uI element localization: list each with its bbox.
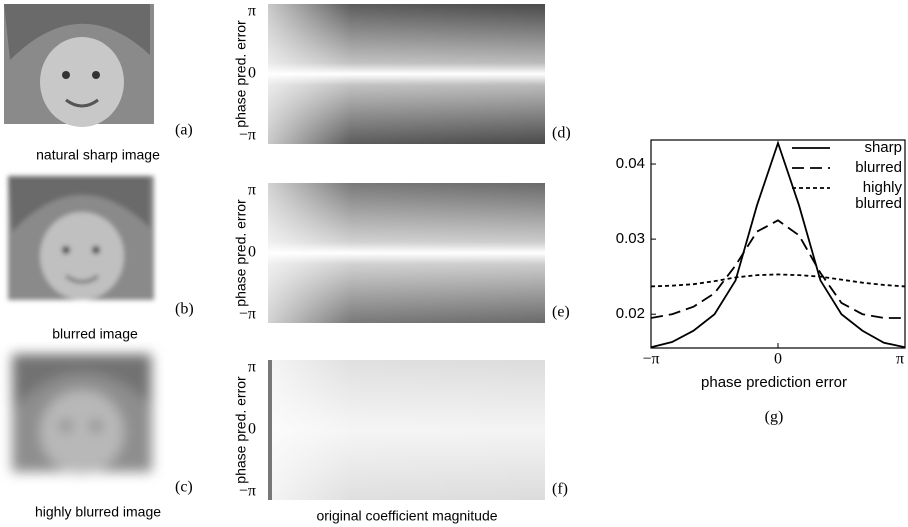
y-tick-label: −π: [239, 127, 256, 144]
legend-label: blurred: [855, 159, 902, 176]
y-axis-label: phase pred. error: [233, 199, 249, 307]
legend-swatch: [792, 147, 830, 149]
y-tick-label: 0: [248, 65, 256, 82]
photo: [4, 4, 154, 127]
heatmap-shade: [268, 4, 545, 144]
heatmap-shade: [268, 183, 545, 323]
x-axis-label: original coefficient magnitude: [316, 508, 497, 524]
caption: highly blurred image: [35, 504, 161, 520]
x-tick-label: 0: [774, 351, 782, 368]
caption: natural sharp image: [36, 147, 160, 163]
panel-letter: (d): [552, 125, 571, 142]
y-tick-label: −π: [239, 306, 256, 323]
panel-letter: (c): [175, 479, 193, 496]
panel-letter: (g): [765, 409, 784, 426]
line: [650, 219, 905, 319]
y-tick-label: 0: [248, 421, 256, 438]
y-tick-label: 0: [248, 244, 256, 261]
y-tick-label: 0.02: [616, 305, 645, 322]
y-tick-label: −π: [239, 483, 256, 500]
y-tick-label: π: [248, 359, 256, 376]
panel-letter: (f): [552, 481, 568, 498]
legend-entry: sharp: [790, 140, 902, 156]
legend-entry: highly blurred: [790, 180, 902, 212]
legend: sharp blurred highly blurred: [790, 140, 902, 216]
panel-letter: (e): [552, 304, 570, 321]
y-axis-label: phase pred. error: [233, 376, 249, 484]
caption: blurred image: [52, 326, 138, 342]
line: [651, 273, 906, 288]
heatmap-shade: [268, 360, 545, 500]
legend-swatch: [792, 167, 830, 169]
heatmap-edge: [268, 360, 272, 500]
photo: [8, 176, 154, 300]
photo: [12, 354, 152, 474]
x-tick-label: −π: [642, 351, 659, 368]
x-axis-label: phase prediction error: [701, 374, 847, 391]
y-tick-label: 0.04: [616, 155, 645, 172]
legend-label: highly blurred: [855, 179, 902, 212]
legend-label: sharp: [864, 139, 902, 156]
legend-swatch: [792, 187, 830, 189]
y-tick-label: π: [248, 3, 256, 20]
x-tick-label: π: [896, 351, 904, 368]
legend-entry: blurred: [790, 160, 902, 176]
y-axis-label: phase pred. error: [233, 20, 249, 128]
panel-letter: (a): [175, 122, 193, 139]
panel-letter: (b): [175, 301, 194, 318]
y-tick-label: π: [248, 182, 256, 199]
line: [650, 140, 906, 349]
y-tick-label: 0.03: [616, 230, 645, 247]
